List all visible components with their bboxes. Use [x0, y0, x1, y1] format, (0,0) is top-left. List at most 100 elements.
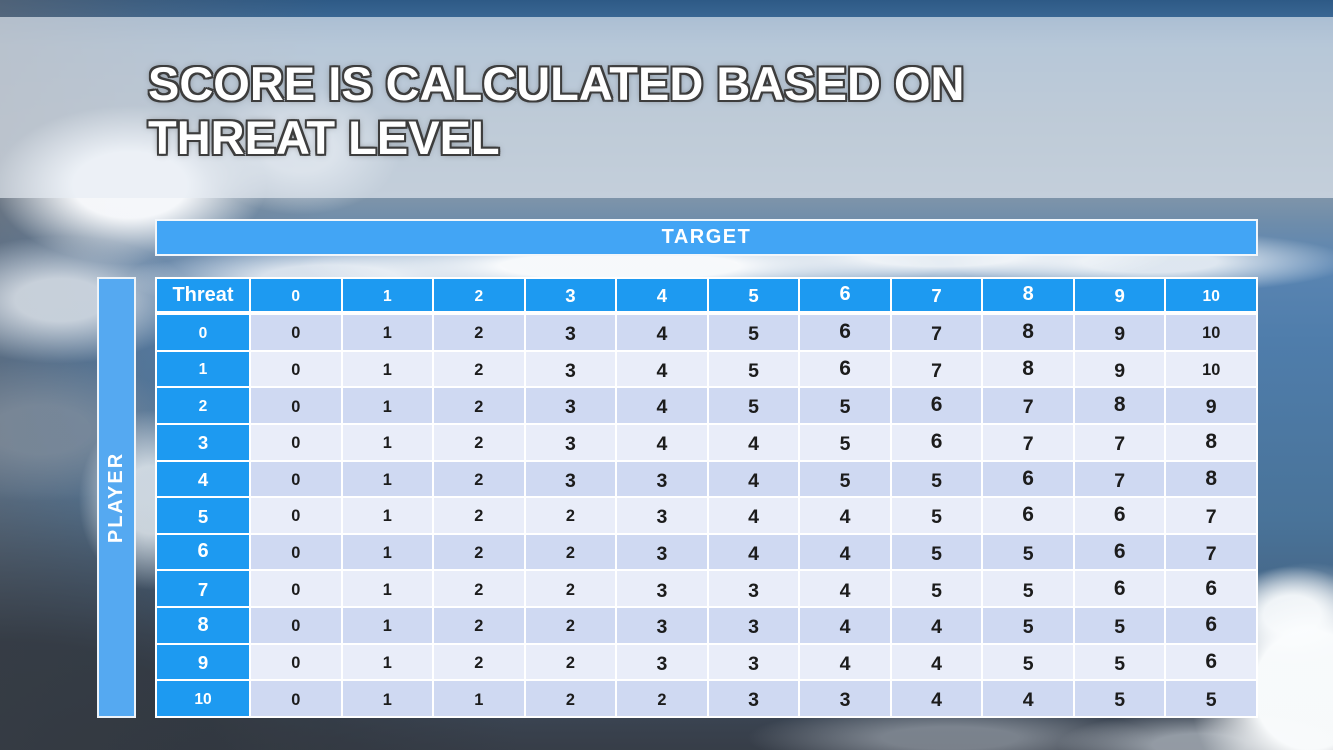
- score-cell: 5: [983, 608, 1073, 643]
- cell-text: 1: [474, 690, 484, 709]
- cell-text: 10: [194, 691, 212, 709]
- cell-text: 7: [1114, 432, 1126, 455]
- cell-text: 9: [1205, 396, 1217, 419]
- score-cell: 2: [525, 534, 616, 570]
- target-level-header: 3: [525, 279, 616, 313]
- score-cell: 8: [1166, 424, 1256, 460]
- cell-text: 5: [197, 505, 209, 527]
- score-cell: 5: [708, 388, 799, 423]
- score-cell: 4: [891, 681, 982, 716]
- target-level-header: 6: [800, 279, 890, 313]
- cell-text: 7: [931, 359, 943, 382]
- score-cell: 0: [251, 608, 341, 643]
- cell-text: 6: [197, 540, 209, 563]
- score-cell: 0: [251, 681, 341, 716]
- cell-text: 5: [1022, 542, 1034, 565]
- cell-text: 0: [291, 397, 301, 416]
- target-axis-banner: TARGET: [155, 219, 1258, 256]
- title-line-1: SCORE IS CALCULATED BASED ON: [148, 57, 965, 110]
- score-cell: 7: [1074, 424, 1165, 460]
- score-cell: 9: [1074, 315, 1165, 350]
- cell-text: 0: [291, 507, 301, 526]
- cell-text: 4: [839, 652, 851, 675]
- score-cell: 1: [342, 534, 433, 570]
- score-cell: 3: [525, 424, 616, 460]
- cell-text: 2: [565, 580, 575, 599]
- score-cell: 5: [1074, 644, 1165, 680]
- cell-text: 5: [1205, 689, 1217, 712]
- target-level-header: 5: [708, 279, 799, 313]
- cell-text: 2: [198, 398, 208, 416]
- cell-text: 2: [474, 434, 484, 453]
- cell-text: 3: [656, 652, 668, 675]
- cell-text: 5: [931, 579, 943, 602]
- player-threat-cell: 0: [157, 315, 249, 350]
- cell-text: 3: [197, 432, 209, 454]
- cell-text: 4: [931, 689, 943, 712]
- player-threat-cell: 1: [157, 351, 249, 387]
- player-threat-cell: 6: [157, 534, 249, 570]
- score-cell: 2: [434, 644, 524, 680]
- cell-text: 6: [930, 393, 943, 417]
- score-cell: 4: [800, 498, 890, 533]
- score-cell: 6: [891, 424, 982, 460]
- score-cell: 6: [891, 388, 982, 423]
- cell-text: 5: [1114, 652, 1126, 675]
- cell-text: 0: [198, 324, 208, 342]
- score-cell: 8: [983, 315, 1073, 350]
- score-cell: 1: [342, 388, 433, 423]
- cell-text: 2: [657, 690, 667, 709]
- cell-text: 5: [839, 396, 851, 419]
- cell-text: 2: [474, 654, 484, 673]
- cell-text: 3: [656, 616, 668, 639]
- cell-text: 9: [1114, 285, 1125, 307]
- score-cell: 7: [983, 424, 1073, 460]
- cell-text: 2: [474, 324, 484, 343]
- score-cell: 3: [617, 461, 707, 497]
- score-cell: 5: [983, 534, 1073, 570]
- cell-text: 0: [291, 470, 301, 489]
- cell-text: 6: [1205, 576, 1218, 600]
- cell-text: 2: [565, 654, 575, 673]
- score-cell: 7: [891, 351, 982, 387]
- cell-text: 6: [1113, 503, 1126, 527]
- cell-text: 4: [748, 432, 759, 455]
- score-matrix-table: Threat 0 1 2 3 4 5 6 7 8 9 10 0 0 1 2 3 4 5 6 7 8 9 10 1 0 1 2 3 4 5 6 7…: [155, 277, 1258, 718]
- score-cell: 0: [251, 351, 341, 387]
- score-cell: 4: [708, 534, 799, 570]
- cell-text: 6: [1205, 613, 1218, 637]
- score-cell: 1: [342, 644, 433, 680]
- target-level-header: 8: [983, 279, 1073, 313]
- cell-text: 6: [839, 283, 851, 306]
- cell-text: 2: [474, 397, 484, 416]
- cell-text: 1: [382, 360, 392, 379]
- cell-text: 1: [382, 617, 392, 636]
- player-threat-cell: 9: [157, 644, 249, 680]
- score-cell: 1: [342, 315, 433, 350]
- cell-text: 0: [291, 324, 301, 343]
- score-cell: 3: [708, 571, 799, 607]
- score-cell: 3: [708, 644, 799, 680]
- score-cell: 2: [617, 681, 707, 716]
- score-cell: 4: [617, 315, 707, 350]
- cell-text: 3: [748, 579, 759, 602]
- cell-text: 3: [565, 285, 576, 307]
- cell-text: 3: [748, 689, 759, 712]
- target-level-header: 4: [617, 279, 707, 313]
- slide-title: SCORE IS CALCULATED BASED ON THREAT LEVE…: [148, 57, 964, 165]
- cell-text: 10: [1202, 324, 1221, 343]
- score-cell: 1: [342, 571, 433, 607]
- score-cell: 1: [434, 681, 524, 716]
- score-cell: 9: [1166, 388, 1256, 423]
- cell-text: 5: [748, 285, 759, 307]
- cell-text: 8: [1113, 393, 1126, 417]
- cell-text: 3: [748, 616, 759, 639]
- cell-text: 4: [656, 432, 668, 455]
- player-axis-label: PLAYER: [105, 451, 128, 544]
- score-cell: 6: [1166, 608, 1256, 643]
- score-cell: 0: [251, 534, 341, 570]
- score-cell: 0: [251, 571, 341, 607]
- cell-text: 5: [839, 432, 851, 455]
- title-line-2: THREAT LEVEL: [148, 111, 500, 164]
- score-cell: 7: [1166, 534, 1256, 570]
